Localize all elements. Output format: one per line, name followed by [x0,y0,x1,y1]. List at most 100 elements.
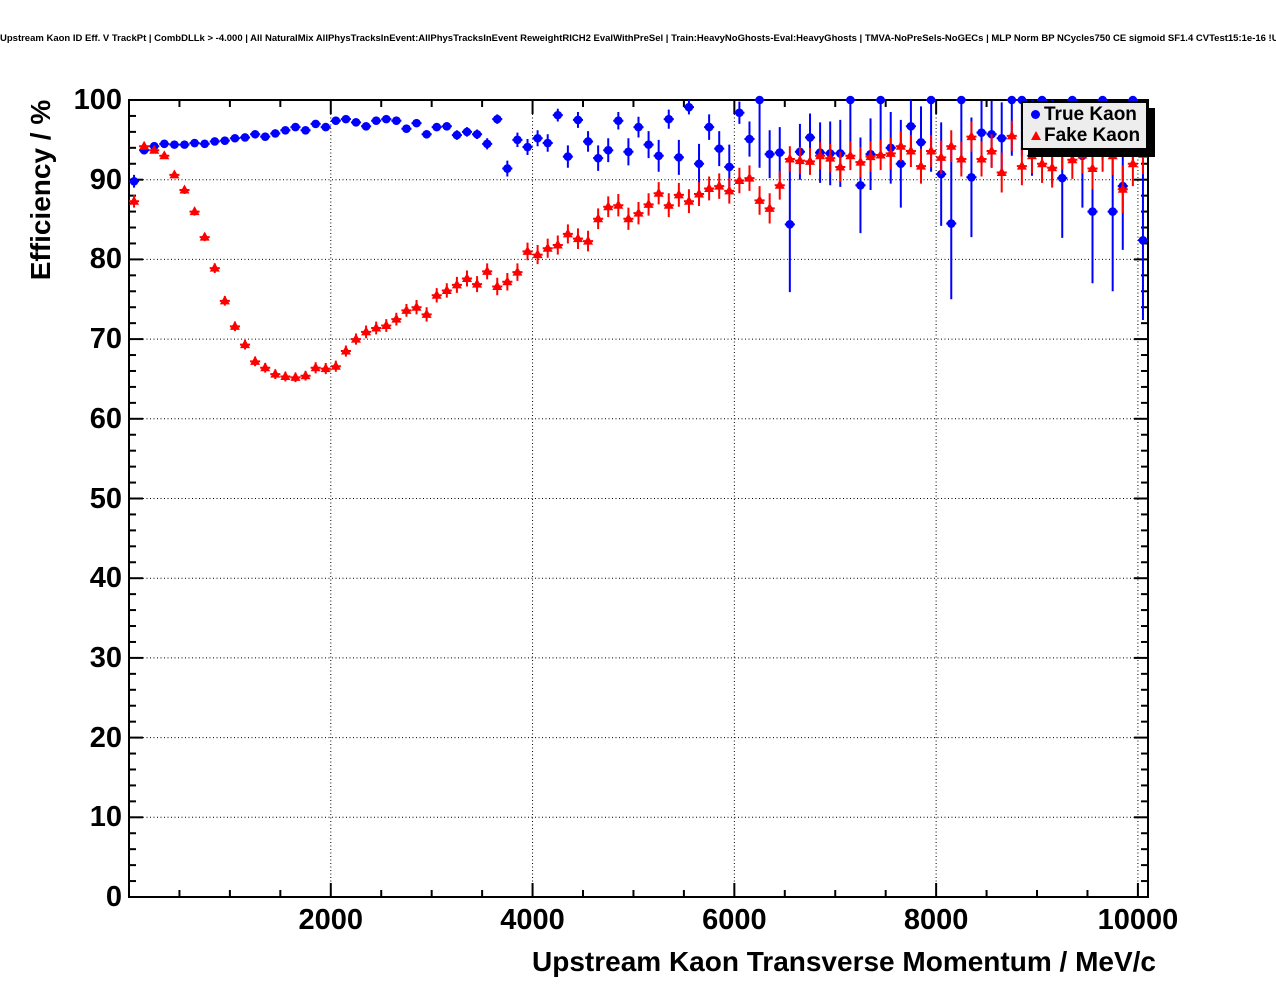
data-point [159,150,170,160]
data-point [1006,130,1017,140]
data-point [169,169,180,179]
data-point [956,153,967,163]
data-point [563,152,573,161]
data-point [1107,150,1118,160]
data-point [310,362,321,372]
y-tick-label: 90 [89,163,122,196]
data-point [745,134,754,144]
data-point [179,184,190,194]
data-point [391,313,402,323]
data-point [653,187,664,197]
data-point [895,140,906,150]
data-point [1108,207,1117,216]
data-point [361,326,372,336]
data-point [986,145,997,155]
data-point [442,122,452,131]
data-point [371,116,381,126]
data-point [957,95,966,105]
data-point [411,301,422,311]
data-point [341,114,351,124]
data-point [281,125,290,135]
data-point [784,153,795,163]
data-point [774,179,785,189]
data-point [190,138,199,148]
data-point [613,199,624,209]
data-point [451,279,462,289]
y-tick-label: 40 [89,562,122,595]
data-point [1127,158,1138,168]
data-point [351,333,362,343]
data-point [896,159,906,169]
data-point [734,174,745,184]
data-point [583,137,593,146]
data-point [199,231,210,241]
data-point [704,182,715,192]
data-point [250,355,261,365]
data-point [552,239,563,249]
data-point [996,167,1007,177]
data-point [461,273,472,283]
data-point [663,199,674,209]
data-point [1047,162,1058,172]
data-point [300,370,311,380]
data-point [905,145,916,155]
data-point [683,195,694,205]
data-point [421,308,432,318]
data-point [1057,146,1068,156]
data-point [1088,207,1097,216]
data-point [502,276,513,286]
data-point [815,150,826,160]
data-point [704,122,714,132]
data-point [603,145,613,155]
data-point [472,278,483,288]
data-point [431,289,442,299]
data-point [1117,183,1128,193]
data-point [573,115,583,125]
data-point [513,135,522,145]
data-point [654,151,663,161]
data-point [915,160,926,170]
data-point [291,122,300,132]
data-point [129,195,140,205]
data-point [805,155,816,165]
data-point [340,345,351,355]
data-point [755,95,764,105]
x-tick-label: 10000 [1097,904,1179,936]
data-point [1087,163,1098,173]
data-point [209,262,220,272]
data-point [805,133,815,142]
data-point [936,151,947,161]
data-point [542,242,553,252]
data-point [482,139,492,149]
data-point [452,130,462,140]
data-point [593,213,604,223]
y-tick-label: 70 [89,323,122,356]
data-point [1007,95,1017,105]
data-point [997,133,1007,143]
data-point [381,320,392,330]
data-point [270,129,280,138]
data-point [916,137,926,147]
data-point [1138,235,1148,245]
data-point [260,132,270,141]
data-point [1097,147,1108,157]
data-point [392,116,401,126]
data-point [946,140,957,150]
data-point [270,368,281,378]
data-point [562,228,573,238]
y-tick-label: 60 [89,402,122,435]
data-point [522,245,533,255]
y-tick-label: 30 [89,641,122,674]
data-point [280,371,291,381]
data-point [926,145,937,155]
data-point [744,172,755,182]
data-point [230,133,240,143]
data-point [553,110,563,120]
x-axis-title: Upstream Kaon Transverse Momentum / MeV/… [532,946,1156,977]
data-point [180,140,189,149]
data-point [1037,158,1048,168]
data-point [543,138,552,148]
data-point [320,363,331,373]
data-point [765,149,774,159]
